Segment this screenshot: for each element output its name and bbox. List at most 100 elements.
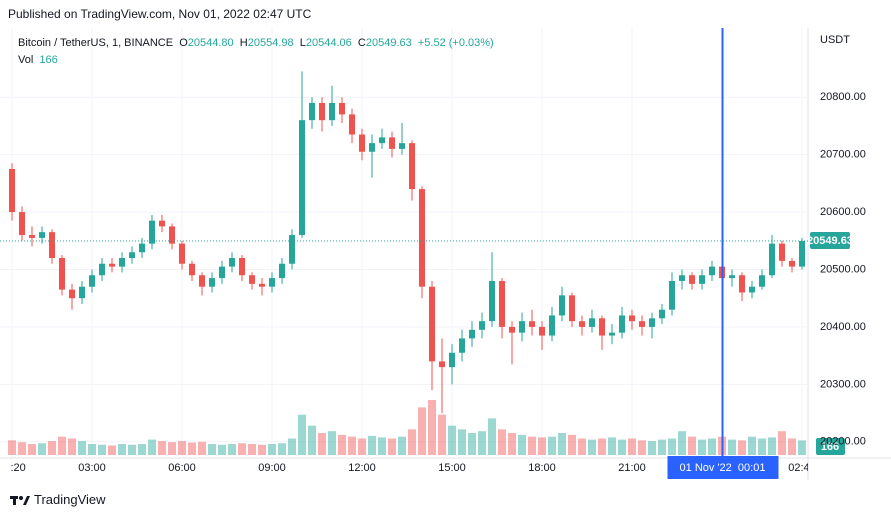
volume-bar	[318, 433, 326, 455]
candle-body	[239, 258, 245, 276]
volume-bar	[548, 436, 556, 455]
last-price-tag	[810, 231, 850, 249]
volume-bar	[478, 431, 486, 455]
candle-body	[579, 321, 585, 327]
candle-body	[759, 275, 765, 287]
candle-body	[339, 102, 345, 115]
candle-body	[349, 114, 355, 135]
volume-bar	[608, 437, 616, 455]
volume-bar	[218, 444, 226, 455]
volume-bar	[398, 436, 406, 455]
candle-body	[149, 220, 155, 244]
vol-value: 166	[39, 54, 58, 66]
time-axis: 00:20 03:00 06:00 09:00 12:00 15:00 18:00 21:00…	[10, 462, 808, 474]
candle-body	[649, 318, 655, 327]
candle-body	[669, 280, 675, 310]
volume-bar	[628, 438, 636, 455]
volume-bar	[468, 433, 476, 455]
volume-bar	[368, 435, 376, 455]
candle-body	[319, 102, 325, 121]
c-label: C	[357, 37, 366, 49]
candle-body	[589, 318, 595, 327]
candle-body	[109, 263, 115, 267]
candle-body	[619, 315, 625, 333]
volume-bar	[238, 443, 246, 455]
volume-bar	[668, 438, 676, 455]
currency-label: USDT	[820, 34, 850, 46]
volume-bar	[248, 444, 256, 455]
volume-bar	[438, 414, 446, 455]
change: +5.52 (+0.03%)	[417, 37, 494, 49]
candle-body	[219, 266, 225, 279]
candle-body	[449, 352, 455, 368]
x-tick-label: 12:00	[348, 462, 376, 474]
volume-bar	[198, 441, 206, 455]
volume-bar	[678, 431, 686, 455]
volume-bar	[308, 425, 316, 455]
x-tick-label: 09:00	[258, 462, 286, 474]
volume-bar	[538, 437, 546, 455]
candle-body	[599, 318, 605, 336]
crosshair-label: 01 Nov '22 00:01	[680, 462, 766, 474]
h-label: H	[239, 37, 248, 49]
candle-body	[189, 263, 195, 276]
candle-body	[29, 235, 35, 238]
candle-body	[459, 338, 465, 353]
candle-body	[769, 243, 775, 276]
h-value: 20554.98	[247, 37, 294, 49]
volume-layer	[8, 400, 806, 455]
candle-body	[159, 220, 165, 227]
volume-bar	[598, 438, 606, 455]
volume-bar	[798, 440, 806, 455]
volume-bar	[518, 434, 526, 455]
volume-bar	[778, 431, 786, 455]
volume-tag	[816, 438, 845, 455]
volume-bar	[458, 429, 466, 455]
volume-bar	[188, 442, 196, 455]
candle-body	[699, 275, 705, 284]
volume-bar	[748, 436, 756, 455]
candle-body	[559, 295, 565, 316]
y-tick-label: 20200.00	[820, 436, 866, 448]
crosshair-tag	[667, 456, 779, 479]
volume-bar	[688, 436, 696, 455]
candle-body	[539, 326, 545, 336]
volume-bar	[58, 436, 66, 455]
volume-bar	[708, 438, 716, 455]
volume-bar	[568, 434, 576, 455]
candle-body	[69, 289, 75, 299]
candle-body	[489, 280, 495, 322]
volume-bar	[68, 438, 76, 455]
volume-tag-label: 166	[821, 441, 839, 453]
volume-bar	[298, 414, 306, 455]
candle-body	[529, 321, 535, 327]
candle-body	[359, 134, 365, 152]
volume-bar	[658, 439, 666, 455]
candle-body	[329, 102, 335, 121]
candle-layer	[9, 71, 805, 414]
symbol-row: Bitcoin / TetherUS, 1, BINANCE O20544.80…	[18, 35, 494, 52]
volume-bar	[758, 438, 766, 455]
volume-bar	[148, 439, 156, 455]
candle-body	[409, 143, 415, 190]
candle-body	[419, 189, 425, 287]
volume-bar	[648, 441, 656, 455]
candle-body	[259, 283, 265, 287]
l-label: L	[299, 37, 306, 49]
x-tick-label: 03:00	[78, 462, 106, 474]
candle-body	[309, 102, 315, 121]
candle-body	[9, 168, 15, 213]
volume-bar	[488, 418, 496, 455]
vol-label: Vol	[18, 54, 34, 66]
candle-body	[739, 275, 745, 293]
volume-bar	[228, 444, 236, 455]
volume-bar	[698, 439, 706, 455]
volume-bar	[388, 438, 396, 455]
candle-body	[779, 243, 785, 261]
candle-body	[129, 252, 135, 259]
x-tick-label: 18:00	[528, 462, 556, 474]
symbol: Bitcoin / TetherUS, 1, BINANCE	[18, 37, 174, 49]
volume-bar	[338, 434, 346, 455]
candle-body	[249, 275, 255, 284]
